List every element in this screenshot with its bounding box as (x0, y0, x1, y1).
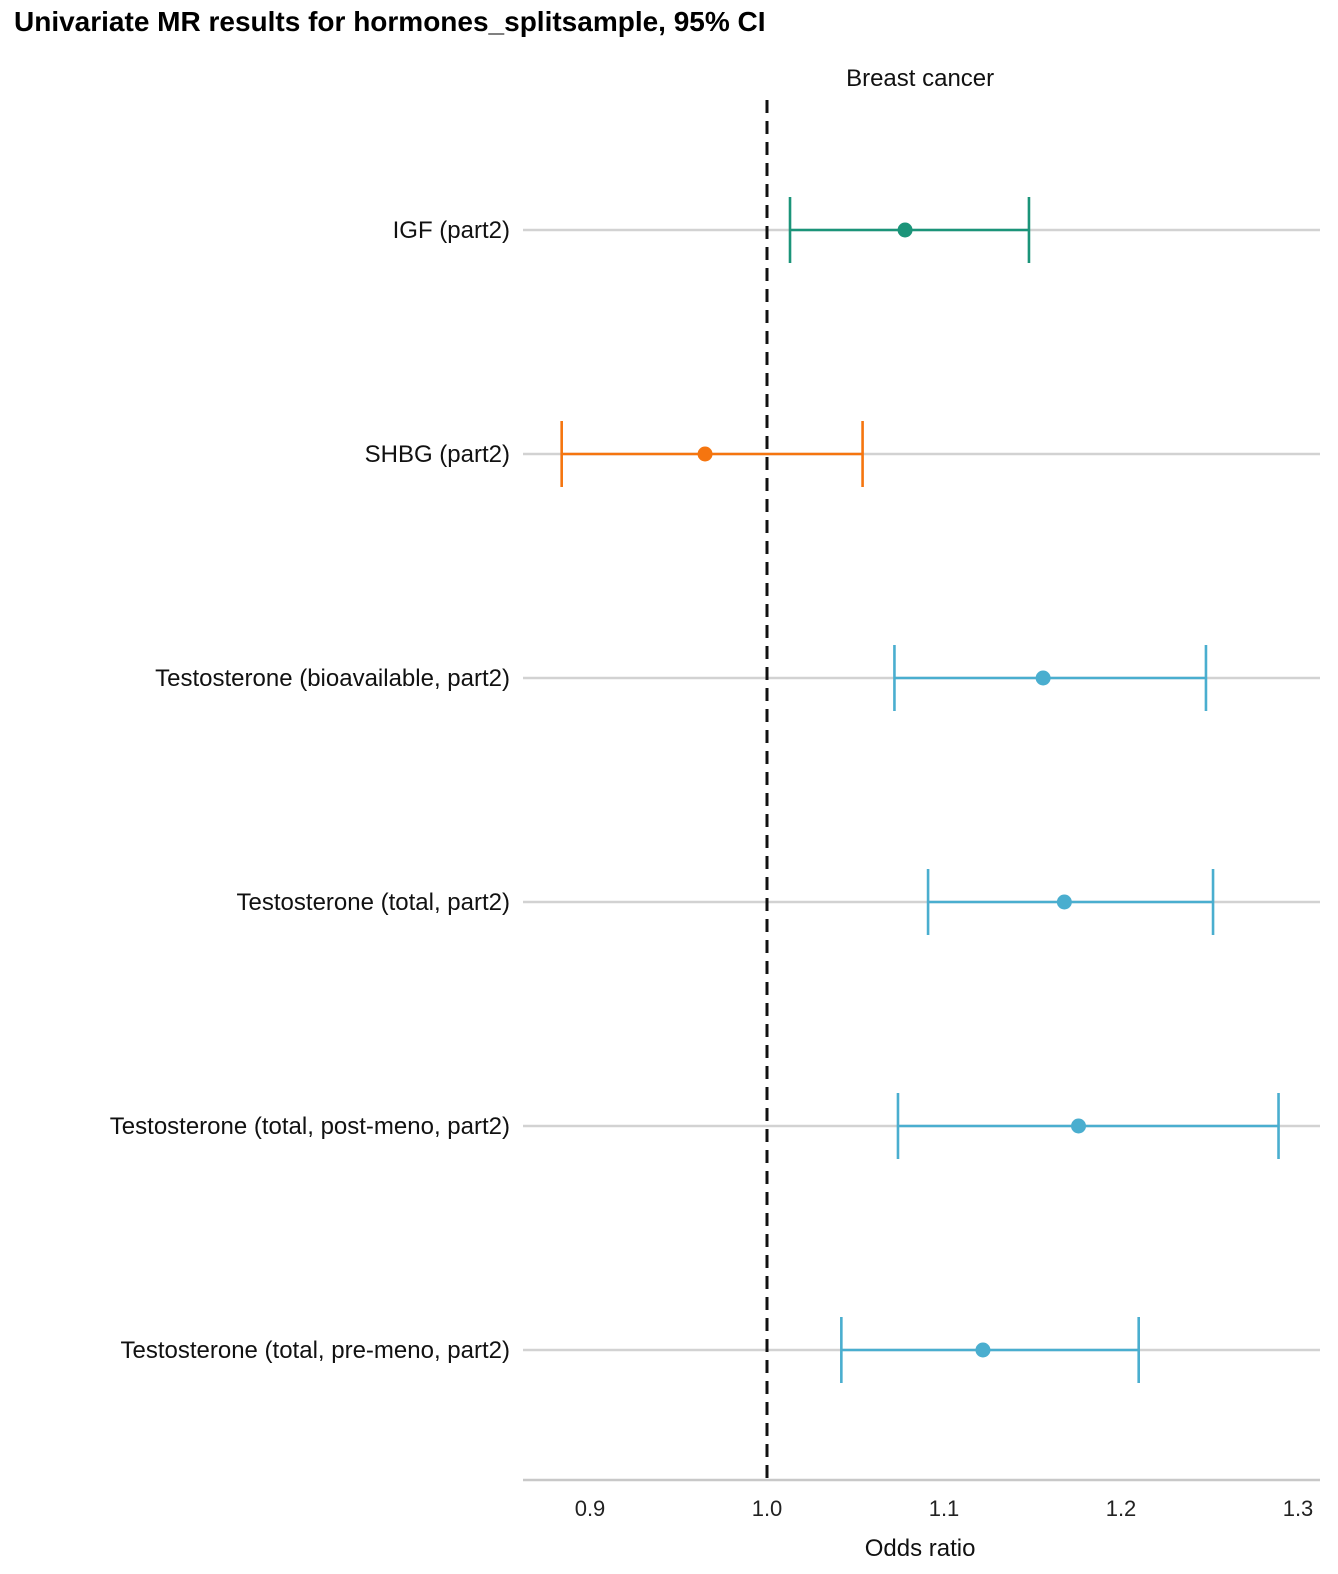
y-axis-label: IGF (part2) (393, 217, 510, 244)
y-axis-labels: IGF (part2) SHBG (part2) Testosterone (bio… (110, 217, 510, 1364)
x-tick-label: 1.1 (929, 1496, 960, 1521)
grid-layer (523, 228, 1320, 1352)
point-estimate (1035, 670, 1051, 686)
x-axis-ticks: 0.9 1.0 1.1 1.2 1.3 (575, 1496, 1314, 1521)
facet-label: Breast cancer (846, 65, 994, 92)
point-estimate (697, 446, 713, 462)
ci-row (893, 645, 1208, 711)
point-estimate (1071, 1118, 1087, 1134)
x-tick-label: 1.0 (752, 1496, 783, 1521)
x-tick-label: 1.3 (1283, 1496, 1314, 1521)
ci-row (788, 197, 1031, 263)
x-tick-label: 0.9 (575, 1496, 606, 1521)
ci-row (896, 1093, 1280, 1159)
y-axis-label: SHBG (part2) (365, 441, 510, 468)
ci-row (560, 421, 864, 487)
y-axis-label: Testosterone (total, part2) (237, 889, 510, 916)
ci-row (840, 1317, 1140, 1383)
point-estimate (975, 1342, 991, 1358)
ci-row (926, 869, 1215, 935)
point-estimate (897, 222, 913, 238)
x-tick-label: 1.2 (1106, 1496, 1137, 1521)
x-axis-label: Odds ratio (865, 1535, 976, 1562)
y-axis-label: Testosterone (total, pre-meno, part2) (120, 1337, 510, 1364)
point-estimate (1056, 894, 1072, 910)
marks-layer (560, 197, 1280, 1383)
y-axis-label: Testosterone (total, post-meno, part2) (110, 1113, 510, 1140)
y-axis-label: Testosterone (bioavailable, part2) (155, 665, 510, 692)
chart-title: Univariate MR results for hormones_split… (14, 6, 766, 37)
